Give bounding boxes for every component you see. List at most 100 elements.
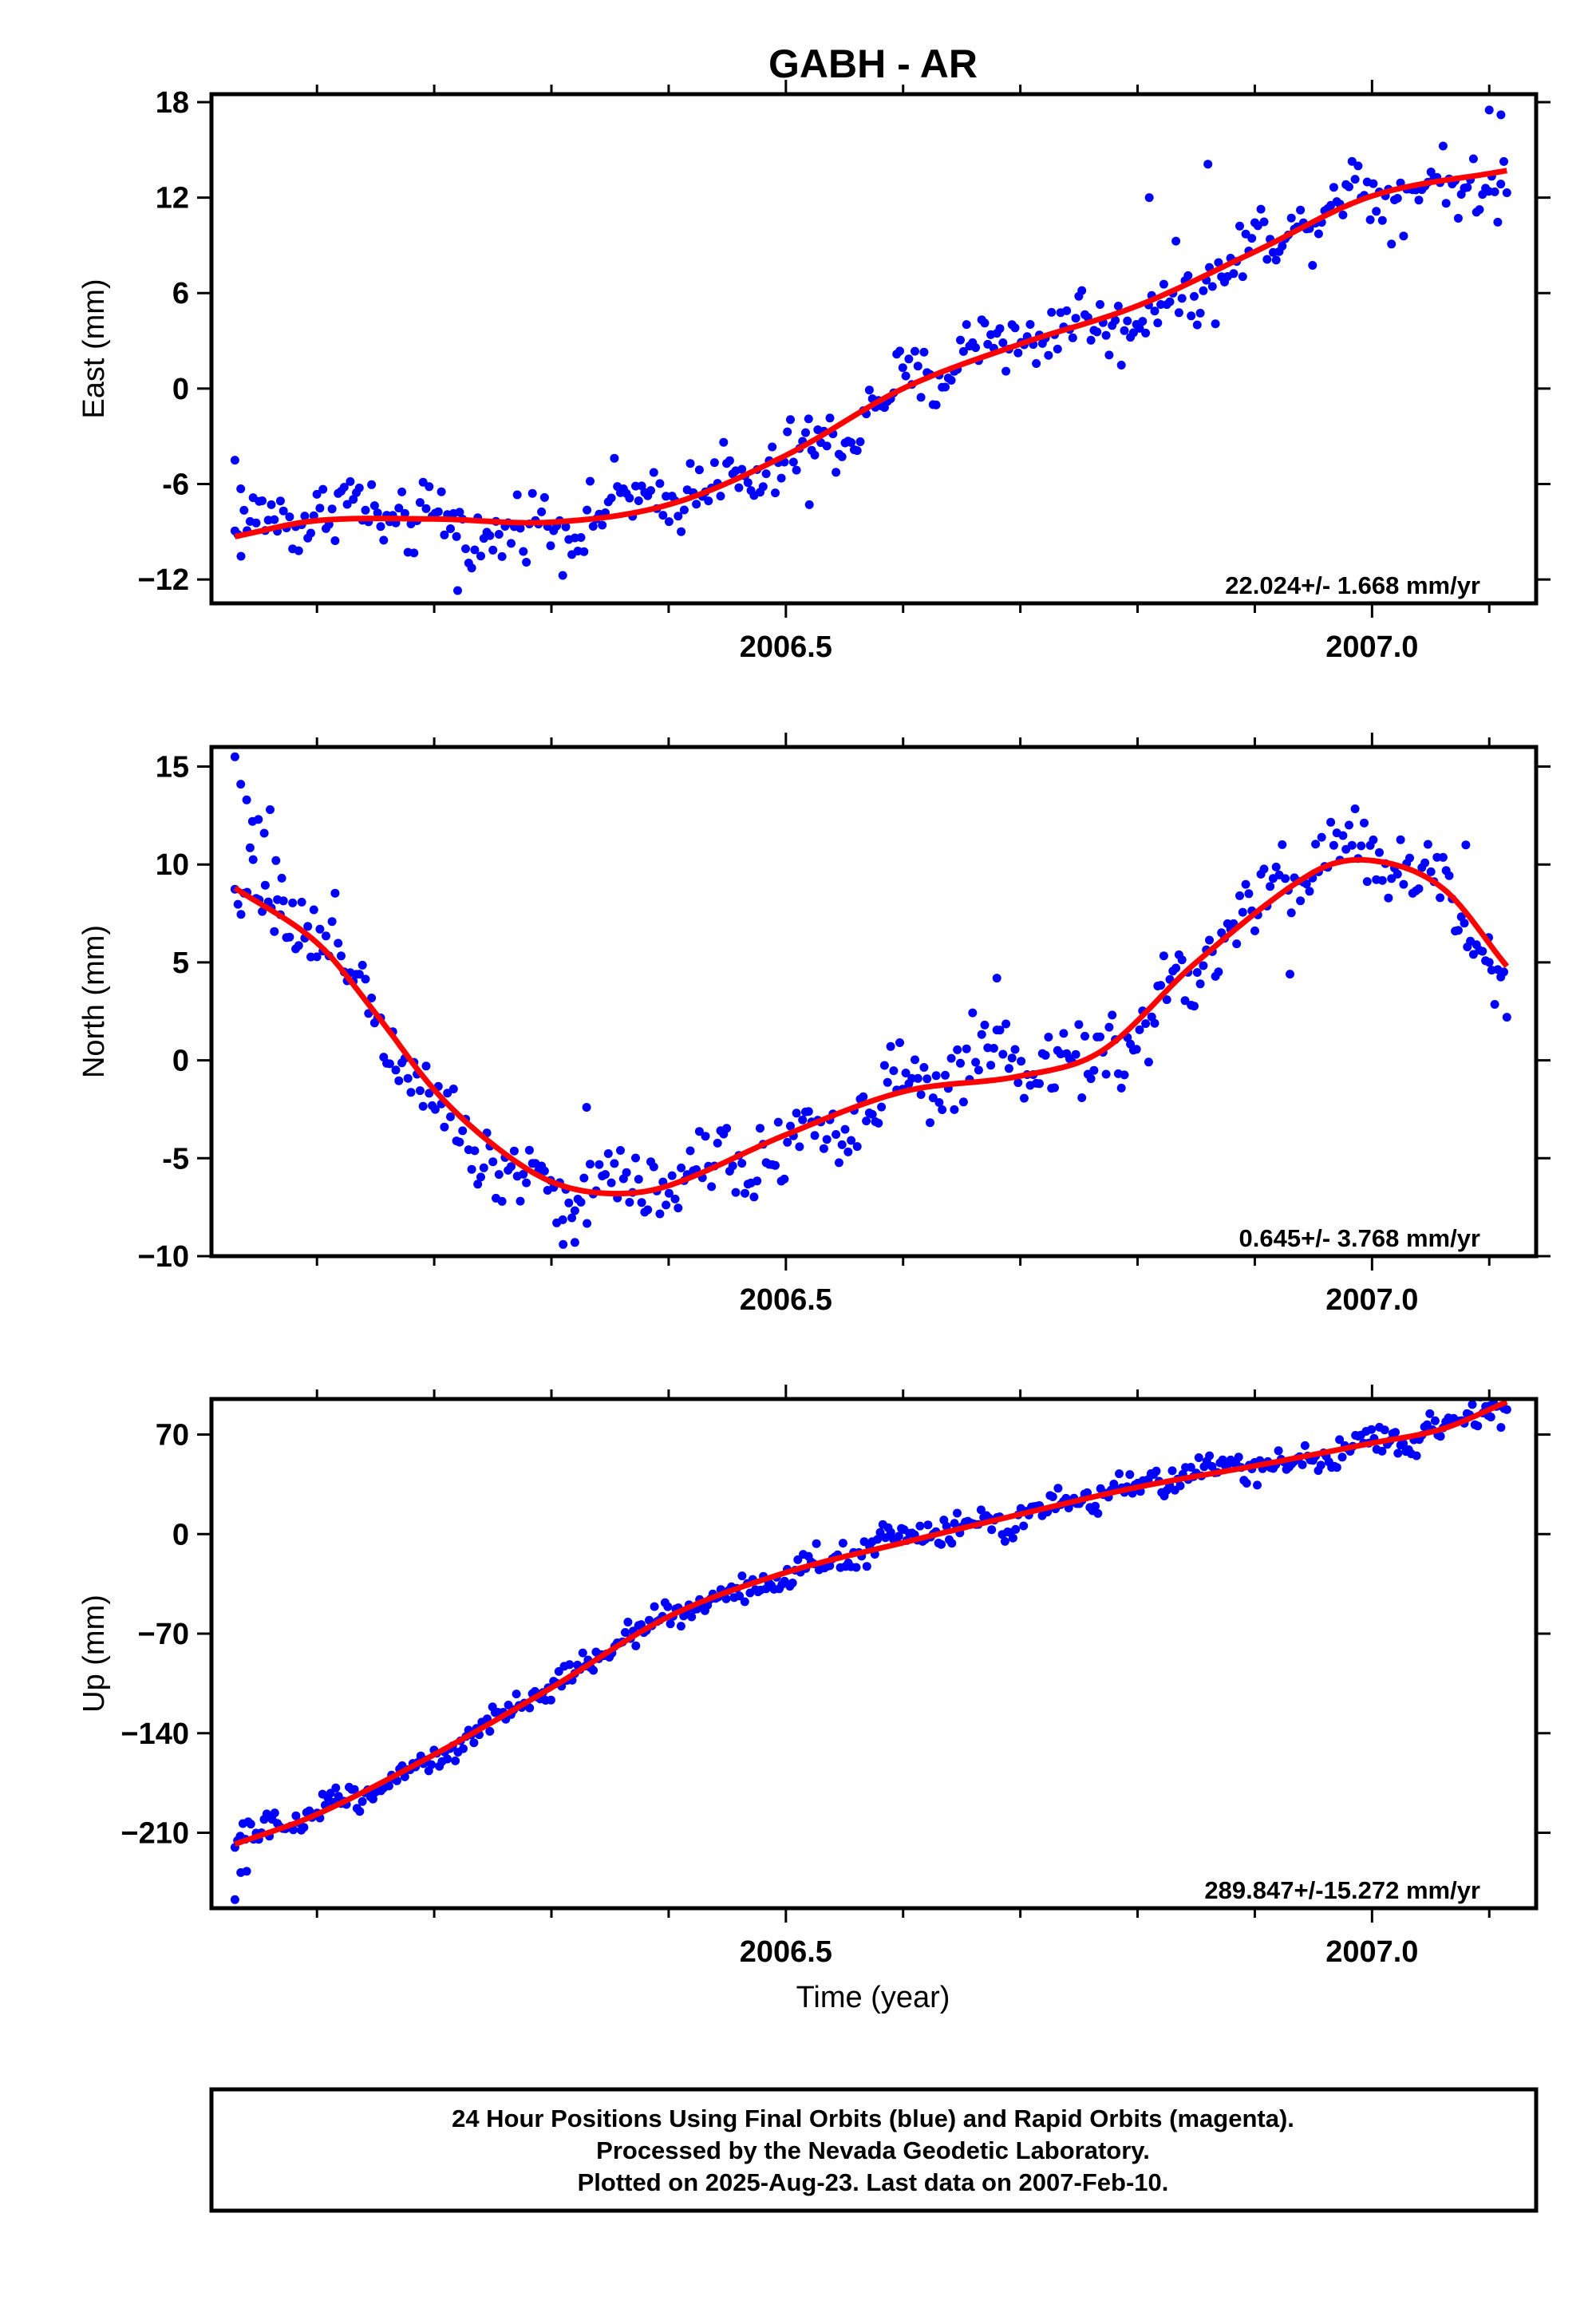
north-data-point xyxy=(749,1192,759,1202)
north-data-point xyxy=(583,1219,592,1228)
east-data-point xyxy=(1262,255,1272,264)
east-data-point xyxy=(1365,215,1375,224)
north-data-point xyxy=(522,1178,531,1188)
north-data-point xyxy=(634,1175,643,1184)
up-data-point xyxy=(230,1895,239,1904)
north-data-point xyxy=(1238,907,1247,917)
north-data-point xyxy=(1420,858,1430,868)
north-data-point xyxy=(1059,1029,1069,1038)
up-data-point xyxy=(451,1756,460,1765)
north-data-point xyxy=(236,780,246,789)
north-data-point xyxy=(1177,955,1187,965)
east-data-point xyxy=(576,533,586,542)
north-data-point xyxy=(1350,804,1360,813)
north-data-point xyxy=(837,1140,847,1149)
north-data-point xyxy=(579,1173,589,1183)
north-data-point xyxy=(694,1127,704,1136)
north-data-point xyxy=(361,974,370,984)
north-data-point xyxy=(539,1166,549,1176)
east-data-point xyxy=(1502,188,1511,197)
east-y-tick-label: 6 xyxy=(172,277,189,310)
north-data-point xyxy=(567,1213,577,1223)
east-data-point xyxy=(1111,315,1120,325)
north-data-point xyxy=(1013,1078,1023,1088)
east-data-point xyxy=(649,468,658,477)
east-data-point xyxy=(692,500,701,509)
north-data-point xyxy=(1080,1031,1089,1041)
north-data-point xyxy=(601,1170,610,1180)
north-data-point xyxy=(576,1197,586,1207)
up-y-axis-label: Up (mm) xyxy=(77,1595,111,1713)
north-data-point xyxy=(728,1161,737,1171)
east-data-point xyxy=(971,343,981,353)
east-data-point xyxy=(1211,319,1220,329)
east-x-tick-label: 2007.0 xyxy=(1325,630,1418,664)
north-x-tick-label: 2007.0 xyxy=(1325,1283,1418,1317)
north-data-point xyxy=(236,910,246,919)
up-data-point xyxy=(923,1520,933,1530)
north-data-point xyxy=(245,843,255,852)
north-data-point xyxy=(448,1085,458,1093)
up-data-point xyxy=(881,1533,891,1543)
up-data-point xyxy=(270,1808,279,1818)
east-data-point xyxy=(1116,361,1126,370)
up-data-point xyxy=(1000,1536,1009,1546)
up-data-point xyxy=(1152,1466,1161,1476)
east-y-tick-label: 12 xyxy=(156,182,189,215)
east-data-point xyxy=(1177,294,1187,303)
north-data-point xyxy=(786,1121,795,1131)
up-data-point xyxy=(1495,1388,1503,1397)
east-data-point xyxy=(1484,105,1494,115)
north-rate-label: 0.645+/- 3.768 mm/yr xyxy=(1239,1224,1480,1252)
east-data-point xyxy=(367,480,377,489)
up-data-point xyxy=(812,1539,821,1548)
up-data-point xyxy=(1399,1439,1408,1448)
east-data-point xyxy=(1096,300,1104,309)
north-data-point xyxy=(992,974,1001,983)
up-data-point xyxy=(1186,1463,1195,1472)
north-data-point xyxy=(473,1180,483,1189)
north-data-point xyxy=(1001,1019,1011,1029)
north-data-point xyxy=(516,1196,525,1206)
north-data-point xyxy=(610,1159,619,1168)
east-data-point xyxy=(583,505,592,515)
figure-title: GABH - AR xyxy=(768,41,978,86)
east-data-point xyxy=(810,450,820,460)
north-data-point xyxy=(977,1030,986,1039)
east-data-point xyxy=(1104,350,1114,360)
up-data-point xyxy=(1019,1521,1029,1531)
east-data-point xyxy=(1296,205,1306,215)
north-data-point xyxy=(664,1188,674,1198)
footer-line-2: Processed by the Nevada Geodetic Laborat… xyxy=(596,2136,1150,2164)
east-data-point xyxy=(768,442,777,452)
east-data-point xyxy=(1092,327,1102,337)
east-y-tick-label: -6 xyxy=(162,468,189,501)
east-data-point xyxy=(1123,316,1132,326)
east-data-point xyxy=(461,544,470,554)
north-data-point xyxy=(430,1105,440,1114)
north-data-point xyxy=(1199,961,1208,970)
east-data-point xyxy=(1128,328,1138,338)
east-data-point xyxy=(507,539,516,548)
north-data-point xyxy=(266,805,275,814)
north-data-point xyxy=(1281,874,1290,883)
up-data-point xyxy=(947,1539,957,1548)
up-data-point xyxy=(1337,1452,1347,1462)
east-data-point xyxy=(318,484,328,494)
east-data-point xyxy=(837,452,847,461)
north-y-tick-label: 5 xyxy=(172,947,189,980)
east-data-point xyxy=(1214,258,1223,267)
north-data-point xyxy=(701,1132,710,1141)
up-data-point xyxy=(1367,1425,1377,1434)
east-data-point xyxy=(1235,221,1244,231)
north-data-point xyxy=(288,898,298,907)
east-data-point xyxy=(1372,207,1381,216)
north-data-point xyxy=(270,927,279,936)
east-data-point xyxy=(916,393,926,402)
east-data-point xyxy=(1187,311,1196,321)
up-y-tick-label: −140 xyxy=(120,1717,189,1751)
east-data-point xyxy=(956,335,965,345)
north-data-point xyxy=(1311,840,1321,849)
east-data-point xyxy=(911,346,919,356)
